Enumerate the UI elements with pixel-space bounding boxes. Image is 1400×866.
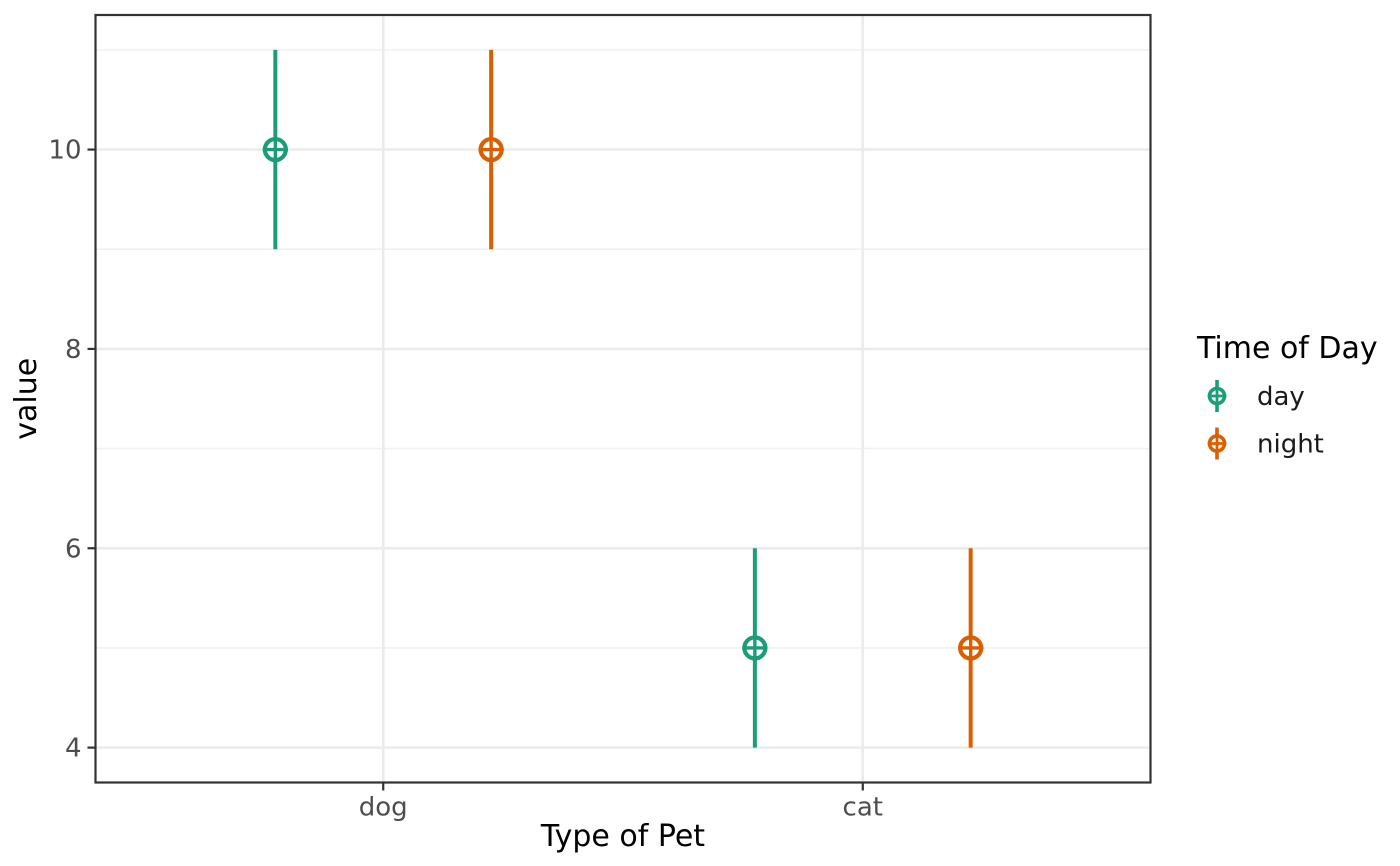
pointrange-day-cat: [742, 548, 768, 748]
grid-layer: [95, 15, 1151, 783]
x-tick-label: dog: [359, 793, 408, 823]
y-axis-title: value: [9, 358, 44, 440]
axis-ticks-layer: [87, 148, 864, 791]
x-axis-title: Type of Pet: [540, 819, 705, 854]
legend-item-day: day: [1207, 380, 1305, 412]
legend-items: day night: [1207, 380, 1324, 460]
y-tick-label: 4: [65, 734, 82, 764]
legend-item-label: day: [1257, 382, 1305, 412]
point-marker: [742, 635, 768, 661]
legend: Time of Day day night: [1196, 331, 1378, 460]
legend-key-marker: [1207, 434, 1227, 453]
axis-labels-layer: 4 6 8 10 dog cat: [48, 136, 883, 823]
y-tick-label: 10: [48, 136, 81, 166]
y-tick-label: 6: [65, 534, 82, 564]
data-layer: [262, 49, 984, 748]
pointrange-day-dog: [262, 49, 288, 250]
point-marker: [478, 136, 504, 163]
point-marker: [262, 136, 288, 163]
legend-item-label: night: [1257, 430, 1324, 460]
legend-item-night: night: [1207, 427, 1324, 460]
y-tick-label: 8: [65, 335, 82, 365]
legend-title: Time of Day: [1196, 331, 1378, 366]
point-marker: [958, 635, 984, 661]
pointrange-night-cat: [958, 548, 984, 748]
pointrange-night-dog: [478, 49, 504, 250]
legend-key-marker: [1207, 386, 1227, 406]
x-tick-label: cat: [843, 793, 883, 823]
panel-border: [94, 13, 1152, 784]
